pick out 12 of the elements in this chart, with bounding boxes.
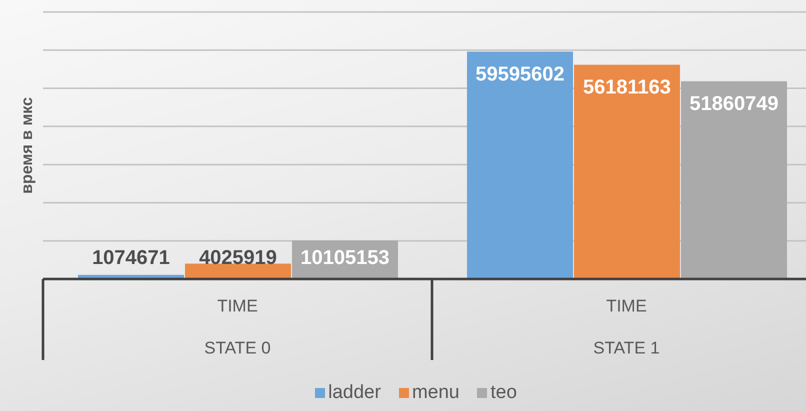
legend-label: teo [490,382,517,404]
category-label: TIME STATE 0 [204,296,271,358]
data-label: 1074671 [92,247,170,269]
data-label: 56181163 [583,76,671,99]
data-label: 10105153 [300,247,390,269]
data-label: 59595602 [476,64,564,86]
legend-label: menu [412,382,460,404]
data-label: 4025919 [199,247,277,269]
legend-label: ladder [328,382,381,404]
data-label: 51860749 [690,93,778,116]
category-label: TIME STATE 1 [593,296,660,358]
y-axis-title: время в мкс [18,97,36,194]
